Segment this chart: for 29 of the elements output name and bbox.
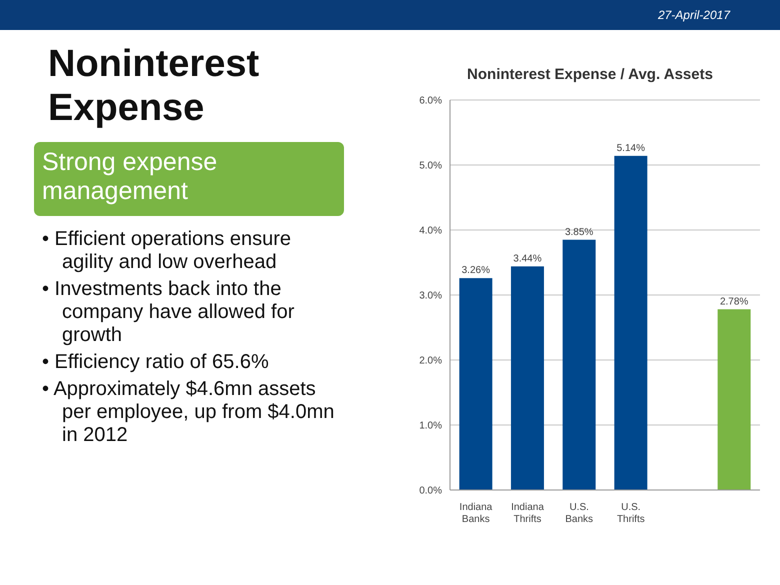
data-label: 3.44% (513, 253, 542, 264)
data-label: 3.26% (462, 265, 490, 276)
text: Strong expense management (34, 142, 344, 216)
x-tick-label: U.S. Thrifts (616, 502, 645, 525)
y-tick-label: 6.0% (419, 96, 442, 107)
bar (614, 156, 648, 490)
y-tick-label: 1.0% (419, 420, 442, 432)
data-label: 2.78% (720, 296, 748, 308)
y-tick-label: 5.0% (419, 160, 442, 172)
bar (562, 240, 596, 490)
bar (718, 309, 751, 490)
data-label: 5.14% (616, 142, 646, 154)
text: • Investments back into the company have allowed for growth (42, 278, 296, 347)
x-tick-label: U.S. Banks (565, 502, 594, 525)
data-label: 3.85% (564, 226, 594, 238)
y-tick-label: 4.0% (419, 226, 442, 237)
bar (459, 278, 492, 490)
text: • Efficient operations ensure agility and low overhead (42, 228, 292, 274)
text: • Efficiency ratio of 65.6% (42, 351, 270, 374)
chart-title: Noninterest Expense / Avg. Assets (466, 66, 714, 83)
text: 27-April-2017 (658, 8, 730, 22)
text: • Approximately $4.6mn assets per employee, up from $4.0mn in 2012 (42, 378, 336, 447)
x-tick-label: Indiana Banks (459, 502, 493, 525)
y-tick-label: 0.0% (419, 486, 442, 497)
x-tick-label: Indiana Thrifts (511, 502, 544, 525)
text: Noninterest Expense (48, 42, 260, 130)
y-tick-label: 3.0% (419, 290, 442, 302)
y-tick-label: 2.0% (419, 356, 442, 367)
bar (510, 266, 544, 490)
